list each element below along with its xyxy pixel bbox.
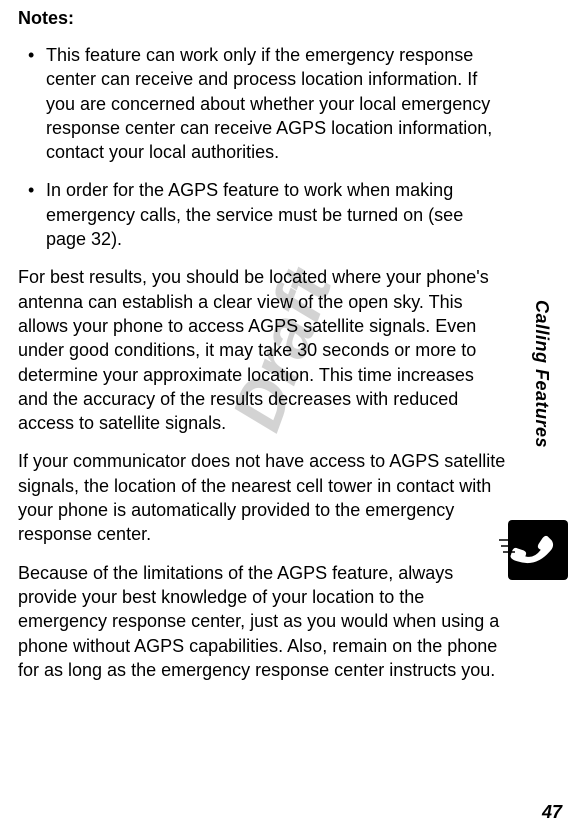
paragraph: If your communicator does not have acces…: [18, 449, 506, 546]
page-content: Notes: This feature can work only if the…: [18, 8, 506, 696]
phone-icon: [508, 520, 568, 580]
notes-heading: Notes:: [18, 8, 506, 29]
list-item: This feature can work only if the emerge…: [18, 43, 506, 164]
section-label: Calling Features: [531, 300, 552, 448]
page-number: 47: [542, 802, 562, 823]
paragraph: Because of the limitations of the AGPS f…: [18, 561, 506, 682]
list-item: In order for the AGPS feature to work wh…: [18, 178, 506, 251]
paragraph: For best results, you should be located …: [18, 265, 506, 435]
notes-bullet-list: This feature can work only if the emerge…: [18, 43, 506, 251]
